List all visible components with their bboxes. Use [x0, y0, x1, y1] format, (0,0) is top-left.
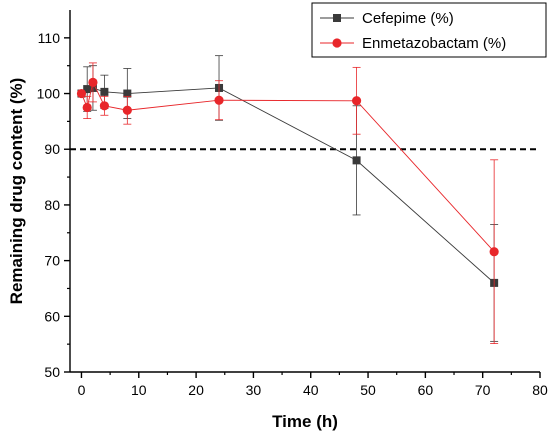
x-tick-label: 50: [360, 382, 376, 398]
x-tick-label: 60: [418, 382, 434, 398]
x-tick-label: 20: [188, 382, 204, 398]
y-tick-label: 70: [44, 253, 60, 269]
y-tick-label: 90: [44, 141, 60, 157]
plot-area: 0 10 20 30 40 50 60 70 80 50 60 70 80 90 100 110: [37, 10, 548, 398]
data-point: [99, 101, 109, 111]
data-point: [489, 247, 499, 257]
legend-label: Cefepime (%): [362, 10, 454, 27]
legend-marker: [332, 38, 342, 48]
legend: Cefepime (%) Enmetazobactam (%): [311, 2, 547, 58]
data-point: [351, 96, 362, 106]
x-tick-label: 40: [303, 382, 319, 398]
data-point: [82, 102, 92, 113]
series-line: [81, 87, 495, 284]
x-axis-title: Time (h): [272, 412, 338, 431]
y-tick-label: 110: [38, 30, 61, 46]
legend-box: [311, 2, 547, 58]
data-point: [76, 88, 87, 99]
data-point: [123, 89, 132, 98]
series-line: [81, 81, 495, 253]
y-tick-label: 100: [37, 86, 61, 102]
data-point: [352, 156, 361, 165]
y-tick-label: 50: [44, 364, 60, 380]
data-point: [88, 77, 98, 87]
y-tick-label: 60: [44, 308, 60, 324]
series-cefepime: [77, 55, 499, 342]
x-tick-label: 0: [78, 382, 86, 398]
data-point: [83, 85, 92, 94]
data-point: [100, 87, 109, 96]
data-point: [214, 95, 224, 105]
x-tick-label: 30: [246, 382, 262, 398]
x-tick-label: 10: [131, 382, 147, 398]
series-enmetazobactam: [76, 62, 499, 344]
data-point: [122, 105, 132, 115]
legend-marker: [333, 14, 341, 22]
x-tick-label: 70: [475, 382, 491, 398]
y-axis-title: Remaining drug content (%): [7, 78, 26, 305]
legend-label: Enmetazobactam (%): [362, 35, 506, 52]
x-tick-label: 80: [532, 382, 548, 398]
y-tick-label: 80: [44, 197, 60, 213]
